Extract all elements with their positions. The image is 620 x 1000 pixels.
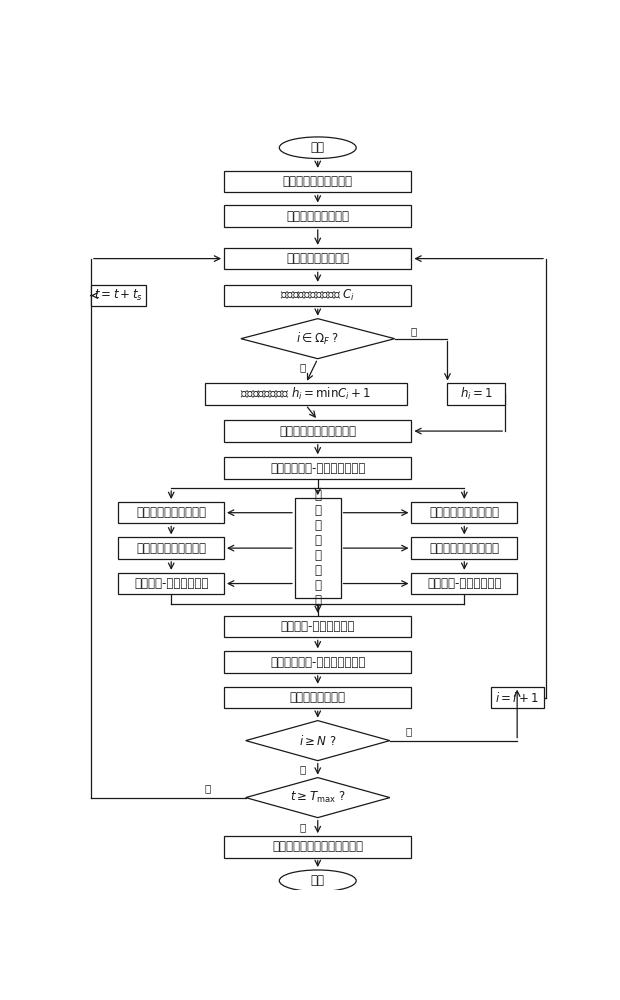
Text: 开始: 开始 <box>311 141 325 154</box>
FancyBboxPatch shape <box>224 687 412 708</box>
Text: 等效控制指令转换: 等效控制指令转换 <box>290 691 346 704</box>
FancyBboxPatch shape <box>448 383 505 405</box>
Text: 结束: 结束 <box>311 874 325 887</box>
Text: 执行狼群领导-跟随合围控制律: 执行狼群领导-跟随合围控制律 <box>270 656 365 669</box>
Text: $i\geq N$ ?: $i\geq N$ ? <box>299 734 337 748</box>
Text: 配置从狼子群空间结构: 配置从狼子群空间结构 <box>429 506 499 519</box>
FancyBboxPatch shape <box>412 502 517 523</box>
FancyBboxPatch shape <box>224 171 412 192</box>
FancyBboxPatch shape <box>205 383 407 405</box>
Text: $i=i+1$: $i=i+1$ <box>495 690 539 704</box>
FancyBboxPatch shape <box>295 498 340 598</box>
Text: 计算头狼子群交互势场: 计算头狼子群交互势场 <box>136 542 206 555</box>
Text: $t\geq T_{\max}$ ?: $t\geq T_{\max}$ ? <box>290 790 345 805</box>
Text: 初始化狩猎观测层级: 初始化狩猎观测层级 <box>286 210 349 223</box>
Text: $t=t+t_s$: $t=t+t_s$ <box>94 288 143 303</box>
FancyBboxPatch shape <box>224 285 412 306</box>
FancyBboxPatch shape <box>224 616 412 637</box>
FancyBboxPatch shape <box>412 573 517 594</box>
Text: 计算从狼子群交互势场: 计算从狼子群交互势场 <box>429 542 499 555</box>
Text: 构建邻居观测层级集合 $C_i$: 构建邻居观测层级集合 $C_i$ <box>280 288 355 303</box>
FancyBboxPatch shape <box>412 537 517 559</box>
FancyBboxPatch shape <box>224 248 412 269</box>
Text: 否: 否 <box>406 726 412 736</box>
Text: 计算从狼-头狼交互势场: 计算从狼-头狼交互势场 <box>134 577 208 590</box>
Text: 确定狩猎观测层级 $h_i=\min C_i+1$: 确定狩猎观测层级 $h_i=\min C_i+1$ <box>240 386 371 402</box>
FancyBboxPatch shape <box>118 573 224 594</box>
Text: 配置头狼子群空间结构: 配置头狼子群空间结构 <box>136 506 206 519</box>
FancyBboxPatch shape <box>91 285 146 306</box>
Polygon shape <box>241 319 394 359</box>
FancyBboxPatch shape <box>118 537 224 559</box>
FancyBboxPatch shape <box>224 651 412 673</box>
Text: 构建相邻无人机集合: 构建相邻无人机集合 <box>286 252 349 265</box>
Text: 否: 否 <box>410 326 417 336</box>
Polygon shape <box>246 721 390 761</box>
Text: 计算目标观测依赖性系数: 计算目标观测依赖性系数 <box>279 425 356 438</box>
FancyBboxPatch shape <box>224 836 412 858</box>
Text: 计算狼群领导-跟随目标观测器: 计算狼群领导-跟随目标观测器 <box>270 462 365 475</box>
FancyBboxPatch shape <box>491 687 544 708</box>
Text: 计算头狼-从狼交互势场: 计算头狼-从狼交互势场 <box>427 577 502 590</box>
Text: 是: 是 <box>299 822 306 832</box>
Text: $i\in\Omega_F$ ?: $i\in\Omega_F$ ? <box>296 331 339 347</box>
Text: 初始化无人机运动模型: 初始化无人机运动模型 <box>283 175 353 188</box>
Text: 输出无人机集群合围控制轨迹: 输出无人机集群合围控制轨迹 <box>272 840 363 853</box>
FancyBboxPatch shape <box>118 502 224 523</box>
Text: 是: 是 <box>299 764 306 774</box>
Ellipse shape <box>279 137 356 158</box>
Text: 受
限
感
知
范
围
约
束: 受 限 感 知 范 围 约 束 <box>314 489 321 607</box>
Text: 否: 否 <box>204 783 210 793</box>
Ellipse shape <box>279 870 356 892</box>
FancyBboxPatch shape <box>224 457 412 479</box>
FancyBboxPatch shape <box>224 205 412 227</box>
Polygon shape <box>246 778 390 818</box>
Text: $h_i=1$: $h_i=1$ <box>460 386 493 402</box>
FancyBboxPatch shape <box>224 420 412 442</box>
Text: 是: 是 <box>299 362 306 372</box>
Text: 计算狼群-猎物交互势场: 计算狼群-猎物交互势场 <box>281 620 355 633</box>
